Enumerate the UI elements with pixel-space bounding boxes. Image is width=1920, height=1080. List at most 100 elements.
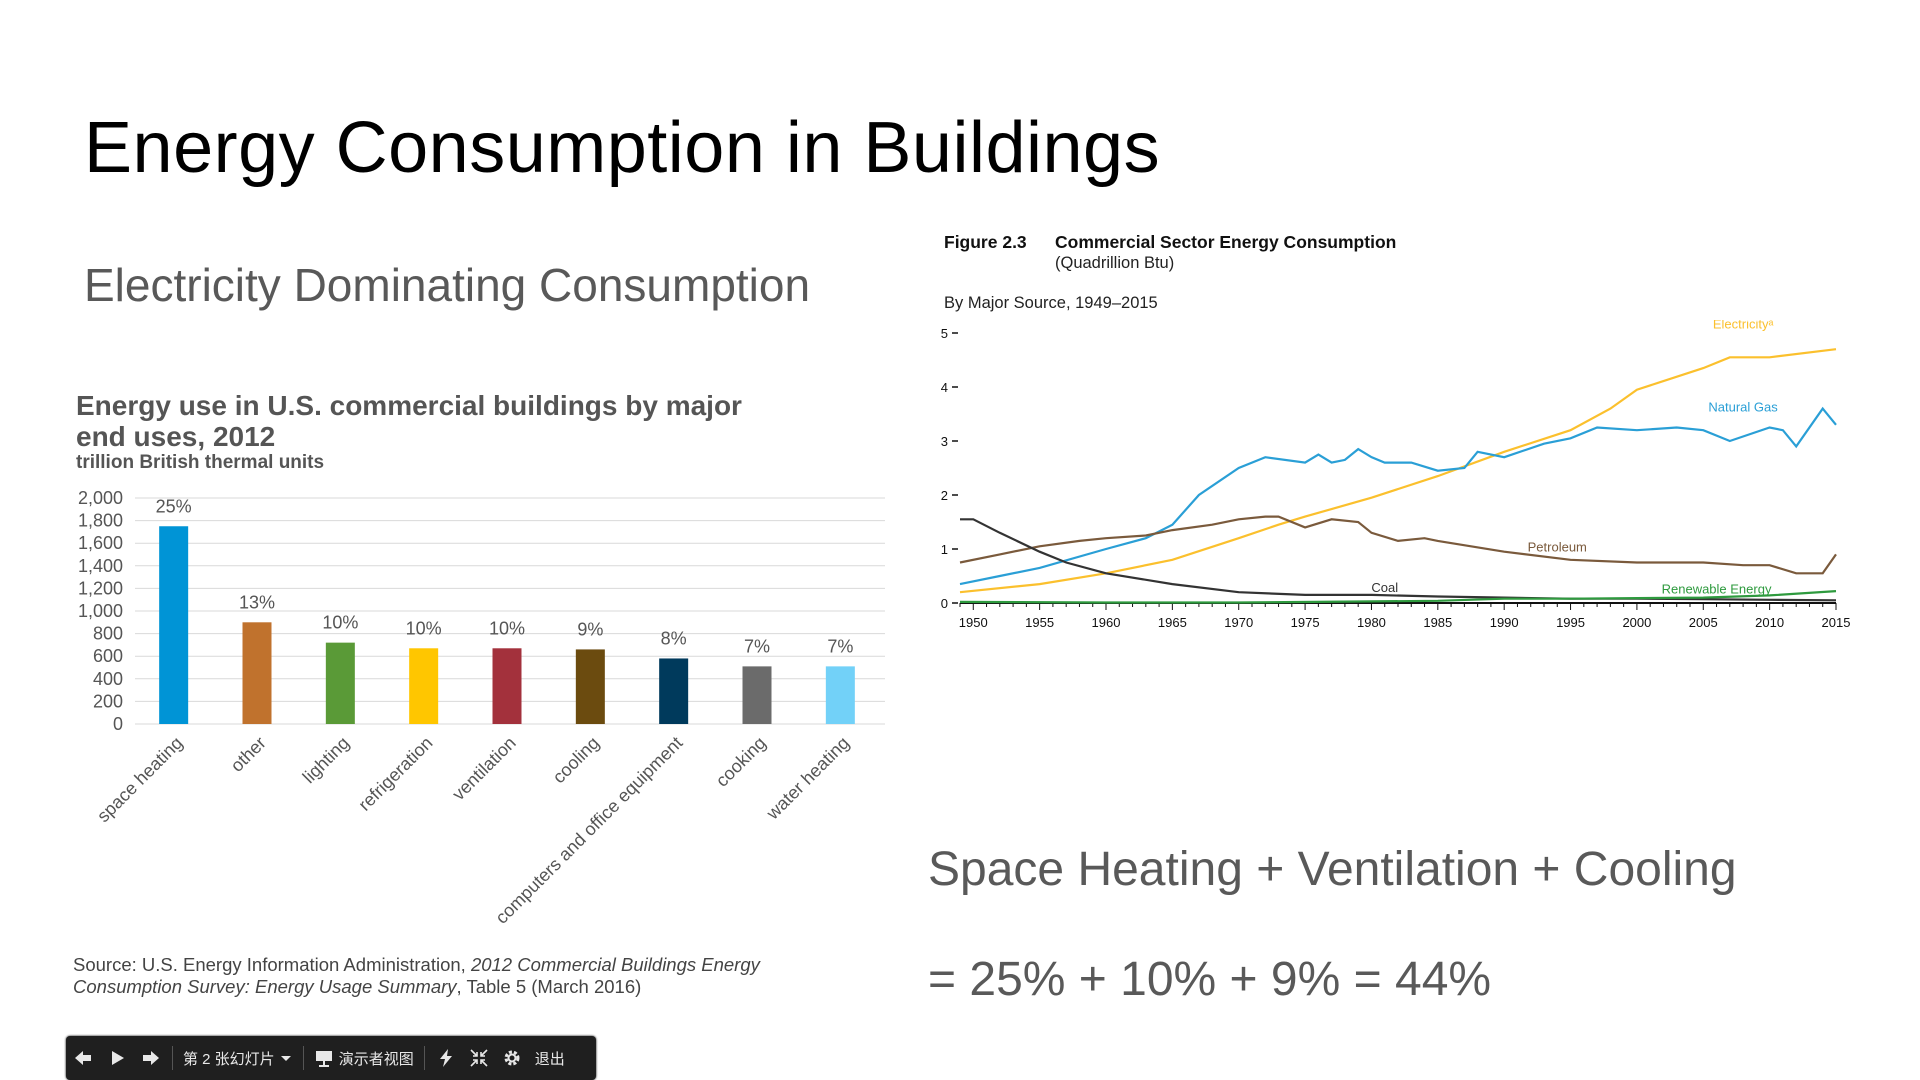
- series-label: Electricityᵃ: [1713, 320, 1774, 332]
- series-label: Coal: [1371, 580, 1398, 595]
- y-tick-label: 3: [941, 434, 948, 449]
- y-tick-label: 2,000: [78, 488, 123, 508]
- arrow-left-icon: [75, 1051, 91, 1065]
- x-tick-label: 2005: [1689, 615, 1718, 630]
- series-label: Natural Gas: [1708, 399, 1778, 414]
- bar-data-label: 13%: [239, 592, 275, 612]
- category-label: computers and office equipment: [491, 733, 686, 928]
- presenter-view-label: 演示者视图: [338, 1050, 414, 1068]
- x-tick-label: 2000: [1622, 615, 1651, 630]
- figure-label: Figure 2.3: [944, 232, 1027, 252]
- bar-data-label: 8%: [661, 628, 687, 648]
- line-chart: 0 1 2 3 4 5 1950 1955 1960 1965 1970 1975 1980 1985 19…: [941, 320, 1851, 630]
- settings-button[interactable]: [495, 1036, 529, 1080]
- gear-icon: [504, 1050, 520, 1066]
- line-chart-title: Commercial Sector Energy Consumption: [1055, 232, 1397, 252]
- slide-selector-label: 第 2 张幻灯片: [183, 1050, 275, 1068]
- x-tick-label: 1965: [1158, 615, 1187, 630]
- bar: [825, 666, 855, 724]
- bar-data-label: 7%: [744, 636, 770, 656]
- x-tick-label: 1950: [959, 615, 988, 630]
- y-tick-label: 400: [93, 669, 123, 689]
- bar-data-label: 9%: [577, 619, 603, 639]
- y-tick-label: 1,200: [78, 578, 123, 598]
- exit-label: 退出: [534, 1050, 565, 1068]
- presenter-toolbar: 第 2 张幻灯片 演示者视图 退出: [66, 1036, 596, 1080]
- play-button[interactable]: [100, 1036, 134, 1080]
- bar-chart-source: Source: U.S. Energy Information Administ…: [73, 954, 833, 998]
- series-label: Renewable Energy: [1662, 581, 1772, 596]
- previous-slide-button[interactable]: [66, 1036, 100, 1080]
- category-label: other: [227, 733, 270, 776]
- category-label: cooking: [712, 733, 770, 791]
- slide-subtitle: Electricity Dominating Consumption: [84, 259, 811, 311]
- x-tick-label: 1980: [1357, 615, 1386, 630]
- category-label: ventilation: [448, 733, 519, 804]
- presentation-screen-icon: [315, 1051, 332, 1067]
- bar: [409, 648, 439, 724]
- series-line: [959, 406, 1837, 586]
- chevron-down-icon: [280, 1056, 291, 1061]
- series-line: [959, 590, 1837, 604]
- bar: [159, 526, 189, 724]
- y-tick-label: 1: [941, 542, 948, 557]
- exit-button[interactable]: 退出: [529, 1036, 571, 1080]
- play-icon: [112, 1051, 124, 1065]
- category-label: space heating: [93, 733, 186, 826]
- next-slide-button[interactable]: [134, 1036, 168, 1080]
- category-label: refrigeration: [354, 733, 436, 815]
- x-tick-label: 1995: [1556, 615, 1585, 630]
- bar: [325, 642, 355, 724]
- category-label: cooling: [549, 733, 603, 787]
- y-tick-label: 1,400: [78, 556, 123, 576]
- bar: [492, 648, 522, 724]
- presenter-view-button[interactable]: 演示者视图: [308, 1036, 420, 1080]
- x-tick-label: 1975: [1291, 615, 1320, 630]
- arrow-right-icon: [143, 1051, 159, 1065]
- series-line: [959, 348, 1837, 594]
- formula-line-1: Space Heating + Ventilation + Cooling: [928, 843, 1737, 896]
- slide-title: Energy Consumption in Buildings: [84, 108, 1161, 188]
- y-tick-label: 800: [93, 624, 123, 644]
- y-tick-label: 0: [113, 714, 123, 734]
- x-tick-label: 1990: [1490, 615, 1519, 630]
- laser-pointer-icon: [439, 1049, 452, 1067]
- line-chart-by-label: By Major Source, 1949–2015: [944, 294, 1158, 312]
- y-tick-label: 1,000: [78, 601, 123, 621]
- bar: [742, 666, 772, 724]
- slide-selector-dropdown[interactable]: 第 2 张幻灯片: [177, 1036, 299, 1080]
- bar-chart-title: Energy use in U.S. commercial buildings …: [76, 390, 742, 452]
- laser-pointer-button[interactable]: [429, 1036, 463, 1080]
- bar-chart: 2,0001,8001,6001,4001,2001,0008006004002…: [78, 488, 885, 928]
- x-tick-label: 1985: [1423, 615, 1452, 630]
- bar-data-label: 7%: [827, 636, 853, 656]
- y-tick-label: 2: [941, 488, 948, 503]
- bar-data-label: 10%: [322, 613, 358, 633]
- toolbar-divider: [302, 1046, 304, 1070]
- source-suffix: , Table 5 (March 2016): [456, 976, 642, 997]
- source-prefix: Source: U.S. Energy Information Administ…: [73, 954, 471, 975]
- series-line: [959, 515, 1837, 575]
- category-label: lighting: [299, 733, 353, 787]
- toolbar-divider: [423, 1046, 425, 1070]
- category-label: water heating: [762, 733, 853, 824]
- bar: [659, 658, 689, 724]
- compress-icon: [470, 1049, 488, 1067]
- bar-data-label: 25%: [156, 496, 192, 516]
- y-tick-label: 0: [941, 596, 948, 611]
- y-tick-label: 4: [941, 380, 948, 395]
- source-title: 2012 Commercial Buildings Energy Consump…: [73, 954, 760, 997]
- formula-line-2: = 25% + 10% + 9% = 44%: [928, 953, 1492, 1006]
- fullscreen-button[interactable]: [463, 1036, 495, 1080]
- y-tick-label: 1,800: [78, 511, 123, 531]
- toolbar-divider: [172, 1046, 173, 1070]
- x-tick-label: 1960: [1092, 615, 1121, 630]
- bar-chart-units: trillion British thermal units: [76, 452, 325, 473]
- x-tick-label: 2015: [1822, 615, 1851, 630]
- x-tick-label: 1970: [1224, 615, 1253, 630]
- y-tick-label: 200: [93, 691, 123, 711]
- y-tick-label: 1,600: [78, 533, 123, 553]
- x-tick-label: 2010: [1755, 615, 1784, 630]
- line-chart-units: (Quadrillion Btu): [1055, 254, 1175, 272]
- y-tick-label: 5: [941, 326, 948, 341]
